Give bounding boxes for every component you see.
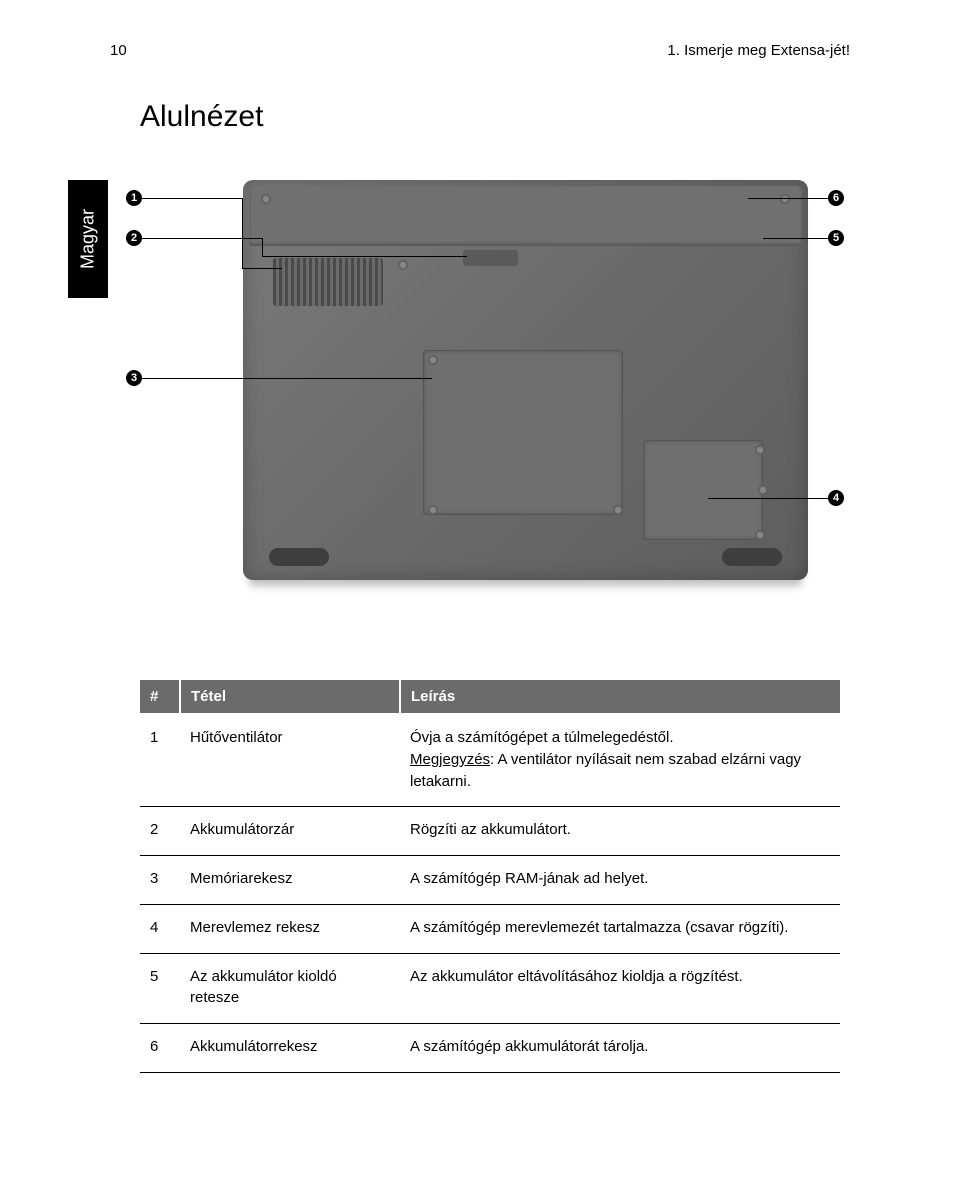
cell-desc: Az akkumulátor eltávolításához kioldja a… xyxy=(400,953,840,1024)
cell-num: 5 xyxy=(140,953,180,1024)
cell-item: Akkumulátorrekesz xyxy=(180,1024,400,1073)
col-header-num: # xyxy=(140,680,180,714)
screw-icon xyxy=(755,445,765,455)
cell-desc: Óvja a számítógépet a túlmelegedéstől. M… xyxy=(400,714,840,807)
col-header-desc: Leírás xyxy=(400,680,840,714)
cell-num: 2 xyxy=(140,807,180,856)
cell-num: 4 xyxy=(140,904,180,953)
cell-desc: A számítógép akkumulátorát tárolja. xyxy=(400,1024,840,1073)
table-row: 2 Akkumulátorzár Rögzíti az akkumulátort… xyxy=(140,807,840,856)
leader-line xyxy=(242,268,282,269)
laptop-bottom xyxy=(243,180,808,580)
battery-lock xyxy=(463,250,518,266)
language-tab: Magyar xyxy=(68,180,108,298)
cell-item: Memóriarekesz xyxy=(180,856,400,905)
parts-table: # Tétel Leírás 1 Hűtőventilátor Óvja a s… xyxy=(140,680,840,1073)
leader-line xyxy=(262,238,263,256)
screw-icon xyxy=(613,505,623,515)
desc-text: Óvja a számítógépet a túlmelegedéstől. xyxy=(410,729,673,746)
table-row: 1 Hűtőventilátor Óvja a számítógépet a t… xyxy=(140,714,840,807)
table-row: 3 Memóriarekesz A számítógép RAM-jának a… xyxy=(140,856,840,905)
callout-6: 6 xyxy=(828,190,844,206)
section-title: Alulnézet xyxy=(140,100,263,134)
leader-line xyxy=(142,378,432,379)
page-number: 10 xyxy=(110,42,127,59)
leader-line xyxy=(763,238,828,239)
table-row: 6 Akkumulátorrekesz A számítógép akkumul… xyxy=(140,1024,840,1073)
chapter-title: 1. Ismerje meg Extensa-jét! xyxy=(667,42,850,59)
bottom-view-diagram: 1 2 3 6 5 4 xyxy=(108,170,848,640)
hdd-cover xyxy=(643,440,763,540)
callout-2: 2 xyxy=(126,230,142,246)
screw-icon xyxy=(780,194,790,204)
cell-desc: A számítógép merevlemezét tartalmazza (c… xyxy=(400,904,840,953)
table-header-row: # Tétel Leírás xyxy=(140,680,840,714)
cell-desc: A számítógép RAM-jának ad helyet. xyxy=(400,856,840,905)
screw-icon xyxy=(398,260,408,270)
cell-item: Akkumulátorzár xyxy=(180,807,400,856)
cell-desc: Rögzíti az akkumulátort. xyxy=(400,807,840,856)
leader-line xyxy=(708,498,828,499)
cell-num: 6 xyxy=(140,1024,180,1073)
leader-line xyxy=(262,256,467,257)
screw-icon xyxy=(428,505,438,515)
table-row: 5 Az akkumulátor kioldó retesze Az akkum… xyxy=(140,953,840,1024)
screw-icon xyxy=(261,194,271,204)
rubber-foot xyxy=(722,548,782,566)
cell-item: Hűtőventilátor xyxy=(180,714,400,807)
callout-4: 4 xyxy=(828,490,844,506)
callout-5: 5 xyxy=(828,230,844,246)
screw-icon xyxy=(755,530,765,540)
cell-item: Merevlemez rekesz xyxy=(180,904,400,953)
cell-num: 1 xyxy=(140,714,180,807)
screw-icon xyxy=(428,355,438,365)
fan-vent xyxy=(273,258,383,306)
callout-3: 3 xyxy=(126,370,142,386)
battery-bay xyxy=(249,186,802,246)
leader-line xyxy=(748,198,828,199)
leader-line xyxy=(142,238,262,239)
leader-line xyxy=(142,198,242,199)
memory-cover xyxy=(423,350,623,515)
cell-num: 3 xyxy=(140,856,180,905)
rubber-foot xyxy=(269,548,329,566)
table-row: 4 Merevlemez rekesz A számítógép merevle… xyxy=(140,904,840,953)
leader-line xyxy=(242,198,243,268)
cell-item: Az akkumulátor kioldó retesze xyxy=(180,953,400,1024)
callout-1: 1 xyxy=(126,190,142,206)
screw-icon xyxy=(758,485,768,495)
col-header-item: Tétel xyxy=(180,680,400,714)
note-label: Megjegyzés xyxy=(410,751,490,768)
